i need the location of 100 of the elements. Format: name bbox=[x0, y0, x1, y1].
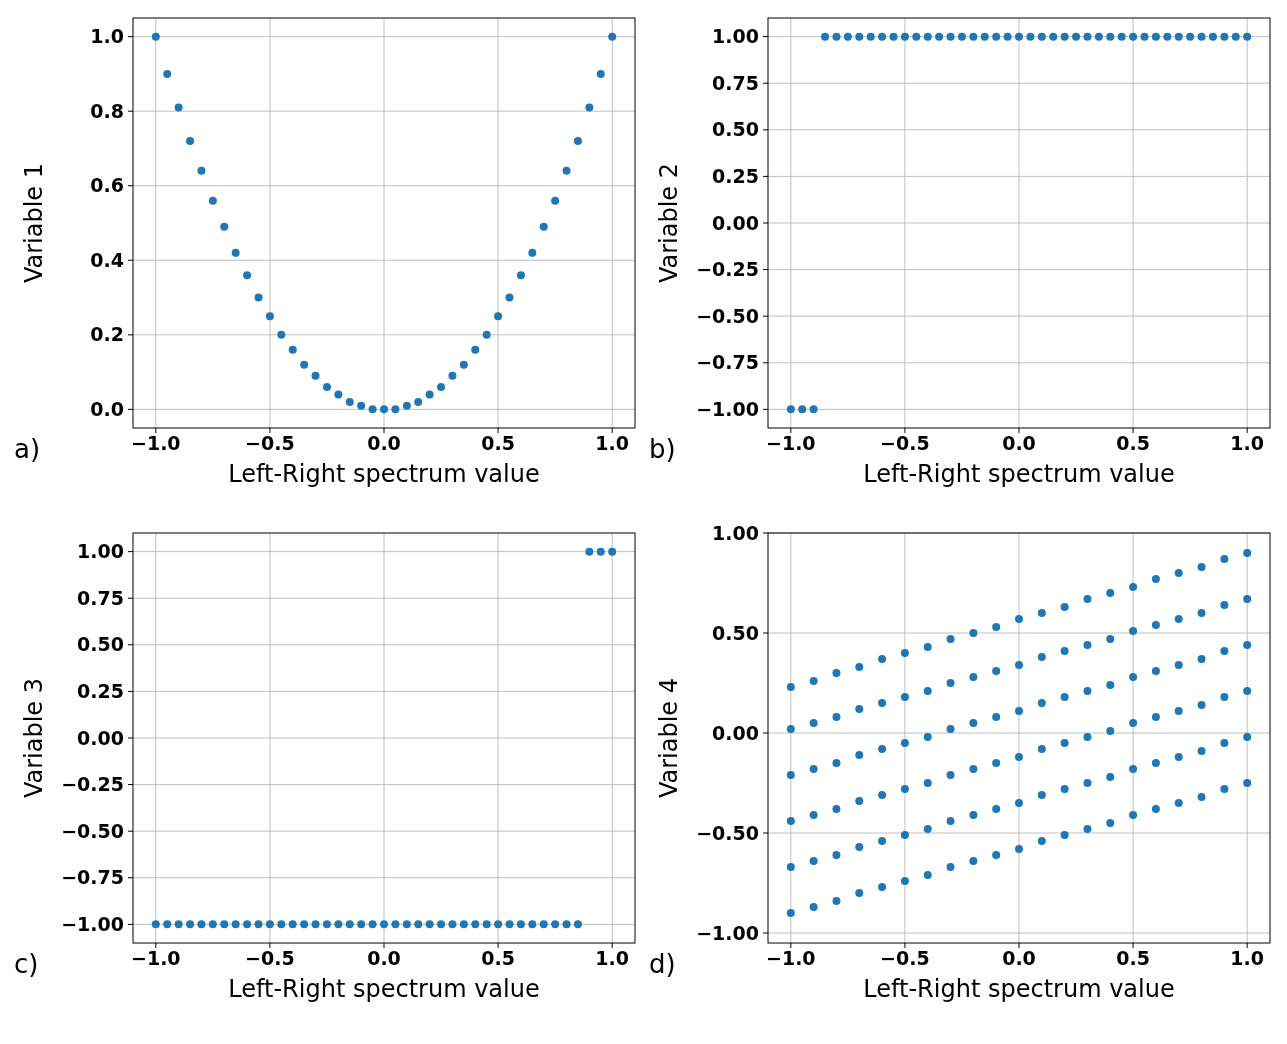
point bbox=[277, 330, 286, 339]
y-tick-label: −1.00 bbox=[61, 913, 124, 936]
text: b) bbox=[649, 434, 676, 464]
point bbox=[174, 103, 183, 112]
y-tick-label: 0.00 bbox=[712, 721, 759, 744]
text: d) bbox=[649, 949, 676, 979]
y-axis-title: Variable 2 bbox=[655, 162, 683, 284]
point bbox=[163, 69, 172, 78]
y-tick-label: 0.50 bbox=[712, 621, 759, 644]
point bbox=[539, 222, 548, 231]
y-tick-label: −1.00 bbox=[696, 921, 759, 944]
point bbox=[585, 103, 594, 112]
y-axis-title: Variable 3 bbox=[20, 677, 48, 799]
y-tick-label: −0.75 bbox=[696, 351, 759, 374]
y-tick-label: 0.75 bbox=[712, 71, 759, 94]
x-tick-label: 0.5 bbox=[481, 432, 515, 454]
point bbox=[471, 345, 480, 354]
x-tick-label: 0.0 bbox=[367, 947, 401, 969]
point bbox=[357, 401, 366, 410]
y-tick-label: 0.8 bbox=[90, 99, 124, 122]
x-axis-title: Left-Right spectrum value bbox=[228, 460, 540, 488]
x-tick-label: −1.0 bbox=[766, 947, 816, 969]
point bbox=[186, 137, 195, 145]
point bbox=[551, 196, 560, 205]
point bbox=[505, 293, 514, 302]
y-tick-label: 1.00 bbox=[77, 540, 124, 563]
point bbox=[345, 397, 354, 406]
point bbox=[231, 248, 240, 257]
x-tick-label: −0.5 bbox=[880, 947, 930, 969]
y-tick-label: −0.25 bbox=[696, 258, 759, 281]
y-tick-label: 0.00 bbox=[712, 211, 759, 234]
point bbox=[448, 371, 457, 380]
x-axis-title: Left-Right spectrum value bbox=[863, 975, 1175, 1003]
point bbox=[151, 32, 160, 41]
point bbox=[220, 222, 229, 231]
y-tick-label: 0.00 bbox=[77, 726, 124, 749]
point bbox=[402, 401, 411, 410]
y-axis-title: Variable 1 bbox=[20, 162, 48, 284]
x-tick-label: 0.5 bbox=[1116, 432, 1150, 454]
y-tick-label: 1.00 bbox=[712, 25, 759, 48]
x-tick-label: −0.5 bbox=[245, 947, 295, 969]
point bbox=[243, 271, 252, 280]
x-tick-label: 0.5 bbox=[1116, 947, 1150, 969]
text: c) bbox=[14, 949, 39, 979]
x-tick-label: −1.0 bbox=[131, 432, 181, 454]
point bbox=[414, 397, 423, 406]
y-tick-label: 0.0 bbox=[90, 398, 124, 421]
y-tick-label: 0.25 bbox=[712, 165, 759, 188]
point bbox=[437, 383, 446, 391]
y-tick-label: 0.6 bbox=[90, 174, 124, 197]
y-tick-label: 1.00 bbox=[712, 521, 759, 544]
point bbox=[608, 32, 617, 41]
point bbox=[516, 271, 525, 280]
point bbox=[197, 166, 206, 175]
point bbox=[380, 405, 388, 414]
x-tick-label: 0.0 bbox=[367, 432, 401, 454]
x-tick-label: 1.0 bbox=[595, 432, 630, 454]
point bbox=[322, 383, 331, 391]
x-tick-label: 0.0 bbox=[1002, 432, 1036, 454]
x-tick-label: 1.0 bbox=[595, 947, 630, 969]
x-tick-label: −0.5 bbox=[880, 432, 930, 454]
point bbox=[254, 293, 263, 302]
x-tick-label: 1.0 bbox=[1230, 947, 1265, 969]
point bbox=[368, 405, 377, 414]
point bbox=[425, 390, 434, 399]
point bbox=[208, 196, 217, 205]
point bbox=[573, 137, 582, 145]
y-tick-label: 0.2 bbox=[90, 323, 124, 346]
x-tick-label: 1.0 bbox=[1230, 432, 1265, 454]
point bbox=[334, 390, 343, 399]
y-tick-label: 0.25 bbox=[77, 680, 124, 703]
x-tick-label: −0.5 bbox=[245, 432, 295, 454]
y-tick-label: −0.50 bbox=[696, 821, 759, 844]
y-tick-label: −0.50 bbox=[61, 819, 124, 842]
y-tick-label: −1.00 bbox=[696, 398, 759, 421]
x-axis-title: Left-Right spectrum value bbox=[228, 975, 540, 1003]
point bbox=[459, 360, 468, 369]
y-tick-label: 0.75 bbox=[77, 586, 124, 609]
point bbox=[596, 69, 605, 78]
y-tick-label: 0.50 bbox=[712, 118, 759, 141]
y-tick-label: −0.50 bbox=[696, 304, 759, 327]
y-tick-label: 0.4 bbox=[90, 248, 124, 271]
x-tick-label: −1.0 bbox=[131, 947, 181, 969]
point bbox=[311, 371, 320, 380]
point bbox=[482, 330, 491, 339]
point bbox=[528, 248, 537, 257]
point bbox=[265, 312, 274, 321]
x-tick-label: 0.0 bbox=[1002, 947, 1036, 969]
y-tick-label: 0.50 bbox=[77, 633, 124, 656]
y-tick-label: 1.0 bbox=[90, 25, 124, 48]
point bbox=[391, 405, 400, 414]
y-axis-title: Variable 4 bbox=[655, 677, 683, 799]
point bbox=[300, 360, 309, 369]
y-tick-label: −0.25 bbox=[61, 773, 124, 796]
x-axis-title: Left-Right spectrum value bbox=[863, 460, 1175, 488]
y-tick-label: −0.75 bbox=[61, 866, 124, 889]
point bbox=[288, 345, 297, 354]
point bbox=[494, 312, 503, 321]
x-tick-label: 0.5 bbox=[481, 947, 515, 969]
x-tick-label: −1.0 bbox=[766, 432, 816, 454]
